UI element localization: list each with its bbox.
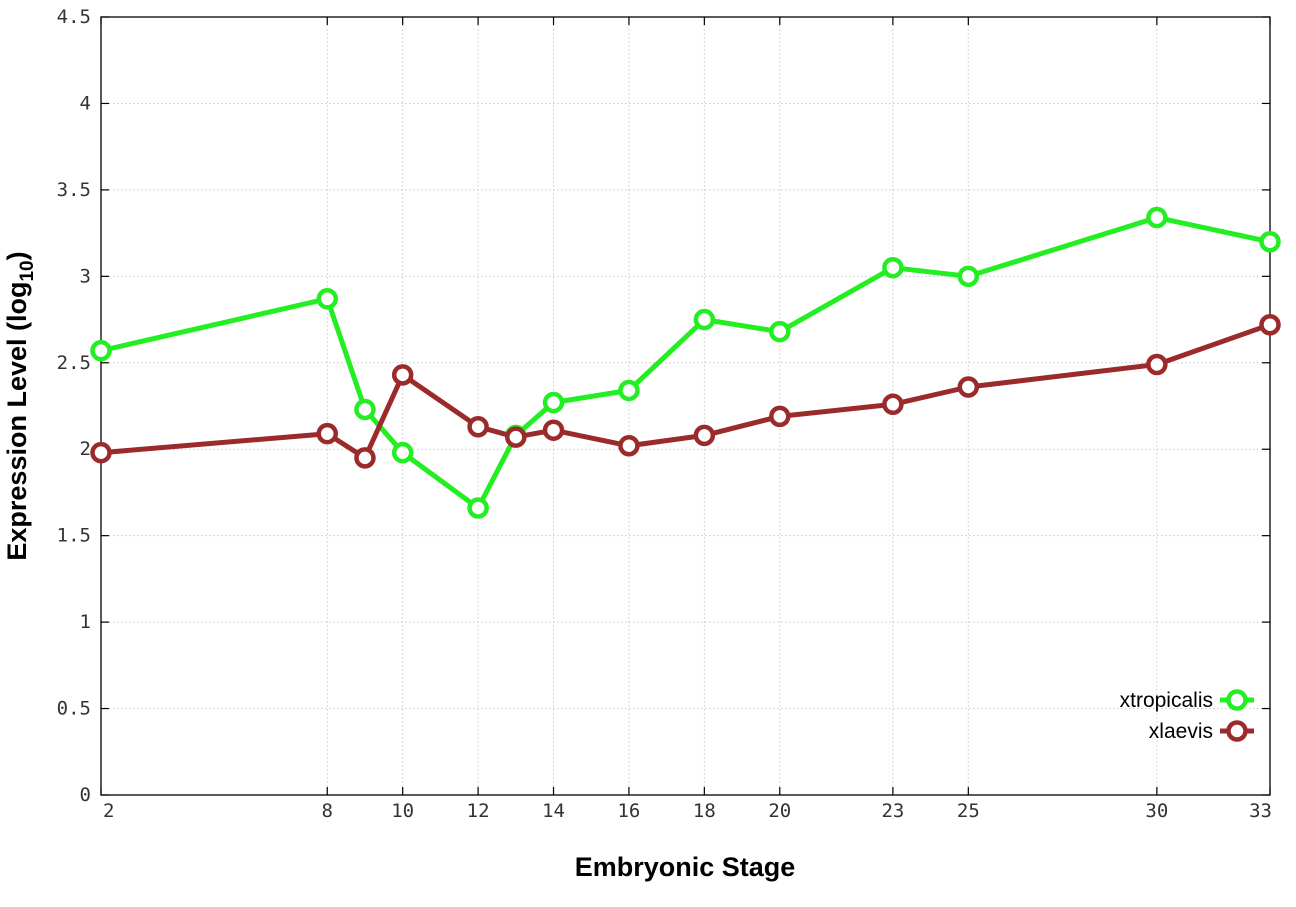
x-tick-label: 16: [617, 800, 640, 822]
x-axis-title: Embryonic Stage: [575, 852, 796, 882]
x-tick-label: 30: [1145, 800, 1168, 822]
x-tick-label: 12: [467, 800, 490, 822]
data-point-xtropicalis: [542, 391, 565, 414]
plot-frame: [100, 16, 1271, 796]
data-point-xlaevis: [542, 419, 565, 441]
y-tick-label: 0: [80, 784, 91, 806]
y-tick-label: 3: [80, 265, 91, 287]
y-axis-title: Expression Level (log10): [2, 251, 38, 560]
series-line-xlaevis: [100, 322, 1271, 461]
data-point-xlaevis: [618, 435, 640, 457]
data-point-xtropicalis: [354, 398, 376, 421]
data-point-xtropicalis: [1259, 231, 1281, 253]
data-point-xtropicalis: [882, 256, 904, 279]
y-tick-label: 4.5: [57, 6, 91, 28]
data-point-xtropicalis: [316, 288, 339, 310]
y-axis-title-close: ): [2, 251, 32, 260]
y-tick-label: 0.5: [57, 698, 91, 720]
legend-label: xlaevis: [1149, 720, 1213, 743]
y-tick-label: 4: [80, 92, 91, 114]
y-axis-title-subscript: 10: [17, 260, 38, 281]
data-point-xtropicalis: [391, 441, 414, 464]
data-point-xtropicalis: [769, 320, 791, 343]
x-tick-label: 20: [768, 800, 791, 822]
x-tick-label: 8: [322, 800, 333, 822]
data-point-xtropicalis: [1146, 206, 1168, 229]
data-point-xlaevis: [467, 415, 489, 438]
legend-item-xlaevis: xlaevis: [1149, 720, 1254, 743]
legend-item-xtropicalis: xtropicalis: [1120, 689, 1254, 712]
y-tick-label: 1: [80, 611, 91, 633]
y-axis-title-main: Expression Level (log: [2, 282, 32, 561]
legend-label: xtropicalis: [1120, 689, 1213, 712]
x-tick-label: 25: [957, 800, 980, 822]
series-xlaevis: [90, 313, 1281, 469]
tick-marks: [100, 16, 1271, 796]
data-point-xlaevis: [957, 376, 980, 398]
data-point-xtropicalis: [618, 379, 640, 402]
x-tick-label: 18: [693, 800, 716, 822]
data-point-xtropicalis: [90, 339, 112, 362]
legend-marker: [1226, 689, 1248, 711]
x-tick-label: 23: [881, 800, 904, 822]
x-tick-label: 14: [542, 800, 565, 822]
x-tick-label: 10: [391, 800, 414, 822]
x-tick-label: 33: [1249, 800, 1272, 822]
data-point-xlaevis: [90, 441, 112, 464]
y-tick-label: 2: [80, 438, 91, 460]
x-tick-label: 2: [103, 800, 114, 822]
data-point-xlaevis: [505, 426, 527, 448]
data-point-xlaevis: [693, 424, 716, 447]
data-point-xtropicalis: [957, 265, 980, 288]
grid-lines: [101, 17, 1270, 795]
y-axis-tick-labels: 0 0.5 1 1.5 2 2.5 3 3.5 4 4.5: [57, 6, 91, 806]
data-point-xlaevis: [882, 393, 904, 416]
data-point-xlaevis: [1146, 353, 1168, 376]
data-point-xlaevis: [316, 422, 339, 445]
legend: xtropicalis xlaevis: [1120, 689, 1254, 743]
y-tick-label: 2.5: [57, 352, 91, 374]
data-point-xtropicalis: [693, 308, 716, 331]
data-series: [90, 206, 1281, 519]
y-tick-label: 3.5: [57, 179, 91, 201]
data-point-xlaevis: [1259, 313, 1281, 336]
data-point-xlaevis: [354, 447, 376, 469]
data-point-xlaevis: [769, 405, 791, 428]
y-tick-label: 1.5: [57, 525, 91, 547]
legend-marker: [1226, 720, 1248, 742]
data-point-xtropicalis: [467, 497, 489, 519]
x-axis-tick-labels: 2 8 10 12 14 16 18 20 23 25 30 33: [103, 800, 1272, 822]
data-point-xlaevis: [391, 364, 414, 386]
